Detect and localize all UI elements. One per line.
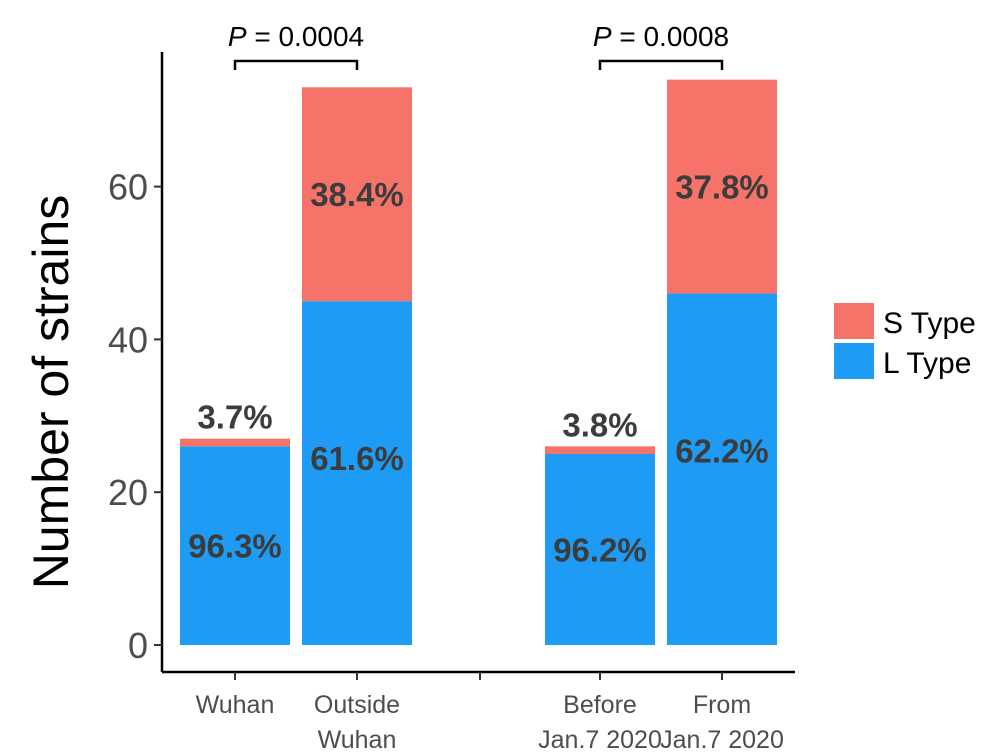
legend-label: L Type — [883, 347, 971, 380]
x-tick-label: From Jan.7 2020 — [660, 691, 784, 754]
p-value-text: = 0.0004 — [247, 21, 365, 52]
p-symbol: P — [228, 21, 247, 52]
y-tick-label: 20 — [108, 472, 148, 513]
x-tick-label-line: Outside — [314, 691, 400, 719]
legend-label: S Type — [883, 307, 976, 340]
legend-swatch — [834, 343, 874, 379]
p-symbol: P — [593, 21, 612, 52]
bar-s-type — [180, 439, 290, 447]
s-type-percent-label: 38.4% — [310, 176, 404, 213]
significance-bracket — [600, 61, 722, 70]
x-tick-label-line: Wuhan — [318, 726, 397, 754]
l-type-percent-label: 96.2% — [553, 532, 647, 569]
l-type-percent-label: 62.2% — [675, 433, 769, 470]
x-tick-label: Before Jan.7 2020 — [538, 691, 662, 754]
p-value-label: P = 0.0004 — [228, 21, 364, 52]
p-value-layer: P = 0.0004 P = 0.0008 — [228, 21, 729, 70]
s-type-percent-label: 3.7% — [197, 399, 272, 436]
l-type-percent-label: 96.3% — [188, 528, 282, 565]
y-tick-label: 40 — [108, 319, 148, 360]
y-tick-label: 60 — [108, 167, 148, 208]
legend: S Type L Type — [834, 303, 976, 380]
s-type-percent-label: 37.8% — [675, 169, 769, 206]
y-tick-label: 0 — [128, 625, 148, 666]
s-type-percent-label: 3.8% — [562, 406, 637, 443]
legend-swatch — [834, 303, 874, 339]
x-tick-label-line: Jan.7 2020 — [538, 726, 662, 754]
x-tick-label: Outside Wuhan — [314, 691, 400, 754]
significance-bracket — [235, 61, 357, 70]
x-tick-label-line: Jan.7 2020 — [660, 726, 784, 754]
bar-s-type — [545, 446, 655, 454]
x-tick-label: Wuhan — [196, 691, 275, 719]
p-value-text: = 0.0008 — [612, 21, 730, 52]
x-tick-label-line: From — [693, 691, 751, 719]
l-type-percent-label: 61.6% — [310, 440, 404, 477]
p-value-label: P = 0.0008 — [593, 21, 729, 52]
x-tick-label-line: Wuhan — [196, 691, 275, 719]
y-axis-title: Number of strains — [23, 195, 79, 590]
stacked-bar-chart: 0 20 40 60 Wuhan Outside Wuhan Before Jan.7 2020… — [0, 0, 1000, 755]
x-tick-label-line: Before — [563, 691, 637, 719]
